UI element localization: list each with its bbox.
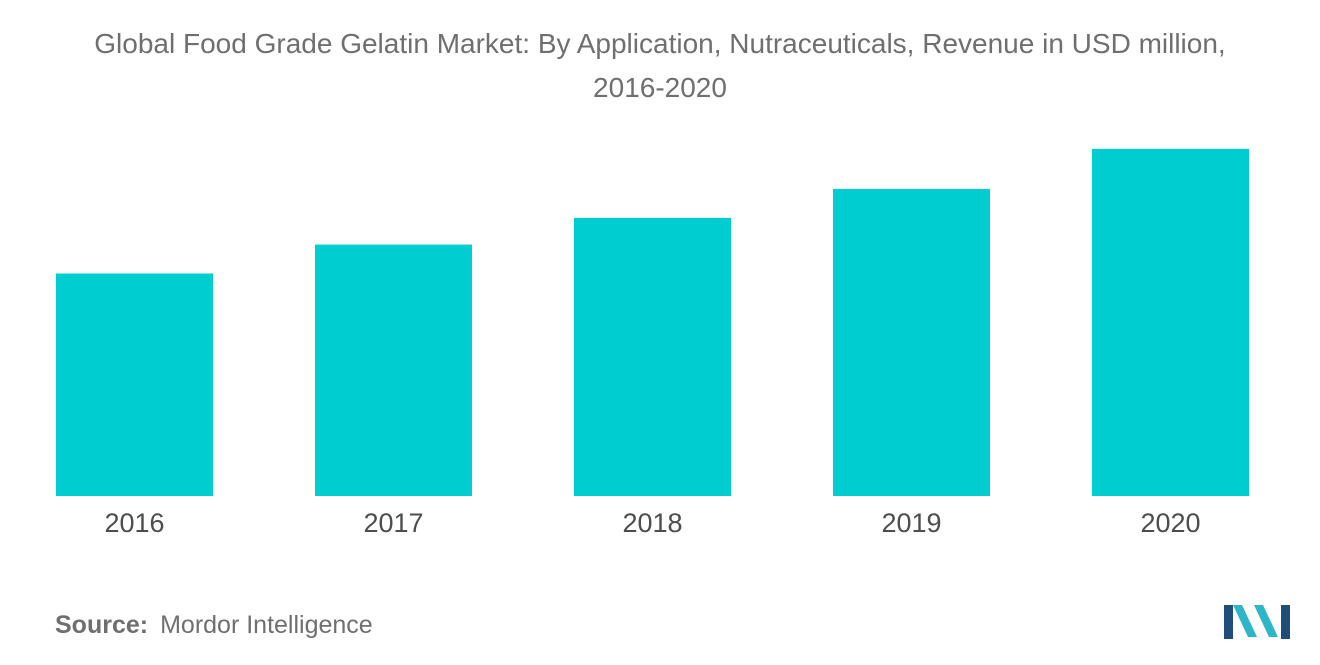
bar-2018 bbox=[574, 217, 731, 496]
x-tick-label-2020: 2020 bbox=[1140, 508, 1200, 538]
x-tick-label-2018: 2018 bbox=[622, 508, 682, 538]
source-label: Source: bbox=[55, 611, 149, 639]
logo-right-stroke bbox=[1281, 605, 1290, 639]
logo-left-stroke bbox=[1224, 605, 1233, 639]
bar-2017 bbox=[315, 244, 472, 496]
source-note: Source: Mordor Intelligence bbox=[55, 611, 373, 640]
bar-2019 bbox=[833, 188, 990, 496]
bars-group bbox=[56, 148, 1249, 496]
x-tick-label-2016: 2016 bbox=[104, 508, 164, 538]
x-tick-label-2017: 2017 bbox=[363, 508, 423, 538]
logo-left-diagonal bbox=[1233, 605, 1257, 637]
source-value: Mordor Intelligence bbox=[160, 611, 373, 639]
x-axis-tick-labels: 2016 2017 2018 2019 2020 bbox=[104, 508, 1200, 538]
mordor-intelligence-logo-icon bbox=[1224, 605, 1290, 639]
chart-title-line-1: Global Food Grade Gelatin Market: By App… bbox=[94, 28, 1226, 59]
logo-right-diagonal bbox=[1254, 605, 1278, 637]
bar-2020 bbox=[1092, 148, 1249, 496]
chart-title: Global Food Grade Gelatin Market: By App… bbox=[0, 22, 1320, 110]
x-tick-label-2019: 2019 bbox=[881, 508, 941, 538]
bar-2016 bbox=[56, 273, 213, 496]
chart-title-line-2: 2016-2020 bbox=[593, 72, 727, 103]
